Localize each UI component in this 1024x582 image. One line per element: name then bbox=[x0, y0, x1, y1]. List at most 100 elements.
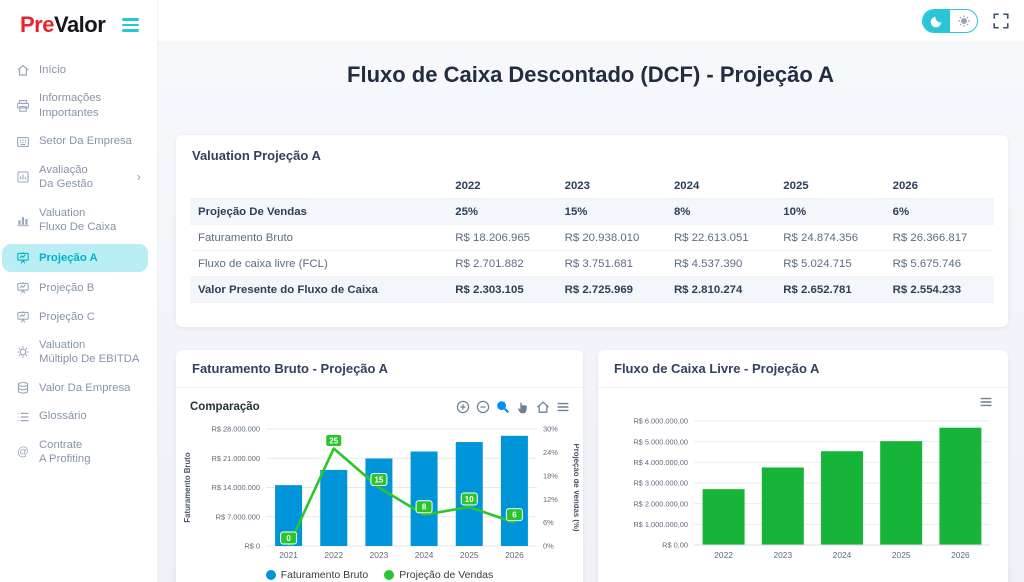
row-value: R$ 22.613.051 bbox=[665, 224, 776, 251]
chart1-header: Comparação bbox=[176, 388, 583, 415]
svg-text:6%: 6% bbox=[543, 518, 554, 527]
chart2-card-title: Fluxo de Caixa Livre - Projeção A bbox=[598, 350, 1008, 388]
sidebar-item-valor-da-empresa[interactable]: Valor Da Empresa bbox=[0, 374, 157, 402]
sidebar-item-projecao-b[interactable]: Projeção B bbox=[0, 274, 157, 302]
menu-icon[interactable] bbox=[555, 399, 571, 415]
svg-text:R$ 6.000.000,00: R$ 6.000.000,00 bbox=[633, 417, 688, 426]
legend-marker bbox=[384, 570, 395, 580]
year-header: 2023 bbox=[556, 173, 666, 199]
legend-label: Projeção de Vendas bbox=[399, 569, 494, 581]
valuation-card-title: Valuation Projeção A bbox=[192, 148, 321, 163]
sidebar-item-valuation-fluxo-de-caixa[interactable]: Valuation Fluxo De Caixa bbox=[0, 199, 157, 242]
sidebar: PreValor Início Informações Importantes Se… bbox=[0, 0, 157, 582]
sidebar-item-projecao-a[interactable]: Projeção A bbox=[2, 243, 148, 273]
zoom-in-icon[interactable] bbox=[455, 399, 471, 415]
sidebar-item-valuation-multiplo-de-ebitda[interactable]: Valuation Múltiplo De EBITDA bbox=[0, 331, 157, 374]
row-value: R$ 2.810.274 bbox=[665, 276, 776, 303]
svg-text:2023: 2023 bbox=[370, 550, 389, 560]
table-corner-cell bbox=[190, 173, 448, 199]
svg-text:R$ 28.000.000: R$ 28.000.000 bbox=[212, 425, 261, 434]
svg-text:R$ 0,00: R$ 0,00 bbox=[662, 541, 688, 550]
svg-text:24%: 24% bbox=[543, 448, 558, 457]
table-row: Projeção De Vendas 25% 15% 8% 10% 6% bbox=[190, 198, 994, 225]
row-label: Projeção De Vendas bbox=[190, 198, 448, 225]
list-icon bbox=[16, 410, 30, 424]
board-icon bbox=[16, 170, 30, 184]
legend-label: Faturamento Bruto bbox=[280, 569, 369, 581]
menu-icon[interactable] bbox=[978, 394, 994, 410]
pan-icon[interactable] bbox=[515, 399, 531, 415]
table-row: Faturamento Bruto R$ 18.206.965 R$ 20.938.… bbox=[190, 224, 994, 251]
svg-text:R$ 4.000.000,00: R$ 4.000.000,00 bbox=[633, 458, 688, 467]
presentation-icon bbox=[16, 310, 30, 324]
gear-icon bbox=[16, 345, 30, 359]
svg-text:2023: 2023 bbox=[773, 550, 792, 560]
table-row: Fluxo de caixa livre (FCL) R$ 2.701.882 R$… bbox=[190, 250, 994, 277]
table-row: Valor Presente do Fluxo de Caixa R$ 2.303… bbox=[190, 276, 994, 303]
sidebar-nav: Início Informações Importantes Setor Da Em… bbox=[0, 48, 157, 474]
row-value: R$ 26.366.817 bbox=[884, 224, 994, 251]
faturamento-chart-card: Faturamento Bruto - Projeção A Comparaçã… bbox=[176, 350, 583, 582]
sidebar-item-glossario[interactable]: Glossário bbox=[0, 402, 157, 430]
sidebar-item-setor-da-empresa[interactable]: Setor Da Empresa bbox=[0, 127, 157, 155]
svg-text:15: 15 bbox=[374, 475, 383, 484]
logo[interactable]: PreValor bbox=[20, 12, 106, 38]
zoom-out-icon[interactable] bbox=[475, 399, 491, 415]
svg-text:2025: 2025 bbox=[460, 550, 479, 560]
home-icon[interactable] bbox=[535, 399, 551, 415]
home-icon bbox=[16, 63, 30, 77]
svg-text:2022: 2022 bbox=[324, 550, 343, 560]
year-header: 2025 bbox=[775, 173, 885, 199]
sidebar-item-label: Informações Importantes bbox=[39, 92, 102, 119]
svg-text:18%: 18% bbox=[543, 471, 558, 480]
sidebar-item-projecao-c[interactable]: Projeção C bbox=[0, 303, 157, 331]
row-value: 6% bbox=[884, 198, 994, 225]
light-mode-icon[interactable] bbox=[950, 10, 977, 32]
sidebar-item-label: Valuation Fluxo De Caixa bbox=[39, 206, 117, 234]
row-value: R$ 2.701.882 bbox=[447, 250, 557, 277]
dark-mode-icon[interactable] bbox=[923, 10, 950, 32]
svg-text:R$ 1.000.000,00: R$ 1.000.000,00 bbox=[633, 520, 688, 529]
year-header: 2026 bbox=[884, 173, 994, 199]
topbar bbox=[157, 0, 1024, 43]
selection-zoom-icon[interactable] bbox=[495, 399, 511, 415]
hamburger-icon[interactable] bbox=[120, 16, 141, 33]
svg-text:R$ 2.000.000,00: R$ 2.000.000,00 bbox=[633, 499, 688, 508]
svg-text:30%: 30% bbox=[543, 425, 558, 434]
combo-chart-canvas: R$ 0 R$ 7.000.000 R$ 14.000.000 R$ 21.000.0… bbox=[176, 417, 583, 569]
theme-toggle[interactable] bbox=[922, 9, 978, 33]
svg-text:2025: 2025 bbox=[892, 550, 911, 560]
bar-chart-canvas: R$ 0,00 R$ 1.000.000,00 R$ 2.000.000,00 R$ … bbox=[598, 394, 1008, 570]
sidebar-item-contrate-a-profiting[interactable]: @ Contrate A Profiting bbox=[0, 431, 157, 474]
bar-chart-icon bbox=[16, 213, 30, 227]
svg-text:R$ 21.000.000: R$ 21.000.000 bbox=[212, 454, 261, 463]
row-value: R$ 3.751.681 bbox=[556, 250, 666, 277]
sidebar-item-informacoes-importantes[interactable]: Informações Importantes bbox=[0, 84, 157, 127]
grid-icon bbox=[16, 135, 30, 149]
coins-icon bbox=[16, 381, 30, 395]
page-title: Fluxo de Caixa Descontado (DCF) - Projeç… bbox=[347, 62, 834, 87]
legend-marker bbox=[265, 570, 276, 580]
row-value: 10% bbox=[775, 198, 885, 225]
svg-text:0: 0 bbox=[286, 534, 291, 543]
row-value: 8% bbox=[665, 198, 776, 225]
legend-item[interactable]: Faturamento Bruto bbox=[265, 569, 369, 581]
valuation-card: Valuation Projeção A 2022 2023 2024 2025 202… bbox=[176, 135, 1008, 327]
chart1-title: Comparação bbox=[190, 401, 260, 413]
row-label: Fluxo de caixa livre (FCL) bbox=[190, 250, 448, 277]
sidebar-item-avaliacao-da-gestao[interactable]: Avaliação Da Gestão › bbox=[0, 156, 157, 199]
presentation-icon bbox=[16, 251, 30, 265]
row-value: R$ 2.725.969 bbox=[556, 276, 666, 303]
row-value: R$ 2.554.233 bbox=[884, 276, 994, 303]
svg-text:8: 8 bbox=[422, 503, 427, 512]
svg-text:R$ 14.000.000: R$ 14.000.000 bbox=[212, 483, 261, 492]
svg-text:2026: 2026 bbox=[951, 550, 970, 560]
sidebar-item-inicio[interactable]: Início bbox=[0, 56, 157, 84]
svg-text:R$ 7.000.000: R$ 7.000.000 bbox=[216, 512, 260, 521]
chevron-right-icon: › bbox=[136, 168, 141, 184]
legend-item[interactable]: Projeção de Vendas bbox=[384, 569, 493, 581]
fullscreen-icon[interactable] bbox=[992, 12, 1010, 30]
year-header: 2022 bbox=[447, 173, 557, 199]
row-value: R$ 5.024.715 bbox=[775, 250, 885, 277]
